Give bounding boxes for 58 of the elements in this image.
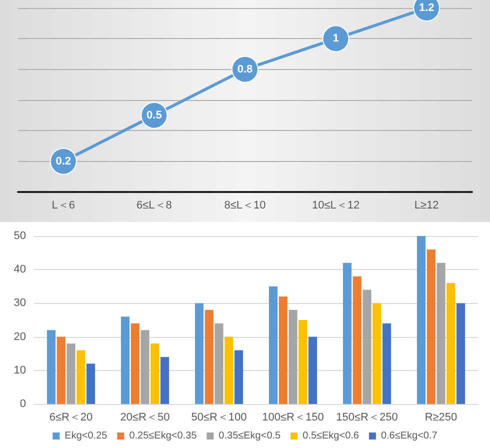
bar [194,303,204,404]
y-tick-label: 10 [14,364,26,376]
bar [382,323,392,404]
bar [298,320,308,404]
bar [204,310,214,404]
bar [342,262,352,404]
bar [76,350,86,404]
bar [150,344,160,404]
y-tick-label: 30 [14,297,26,310]
bar [288,310,298,404]
bar [234,350,244,404]
bar [224,336,234,404]
legend-label: 0.25≤Ekg<0.35 [129,430,198,442]
bar [130,323,140,404]
y-tick-label: 20 [14,330,26,343]
bar [416,236,426,404]
bar [308,336,318,404]
x-tick-label: 150≤R＜250 [336,412,398,424]
x-tick-label: L≥12 [414,200,439,212]
bar [446,283,456,404]
bar [66,344,76,404]
bar [362,290,372,404]
x-tick-label: R≥250 [424,412,458,424]
bar [46,330,56,404]
x-tick-label: 10≤L＜12 [312,200,360,212]
y-tick-label: 0 [20,398,26,410]
y-tick-label: 40 [14,264,26,276]
bar [56,336,66,404]
x-tick-label: 8≤L＜10 [224,200,266,212]
bar [372,303,382,404]
y-tick-label: 50 [14,230,26,242]
bar [120,316,130,404]
legend-label: Ekg<0.25 [64,430,108,442]
x-tick-label: 50≤R＜100 [191,412,247,424]
data-label: 1 [332,32,339,45]
bar [140,330,150,404]
x-tick-label: 6≤R＜20 [49,412,93,424]
bar [426,249,436,404]
legend-label: 0.6≤Ekg<0.7 [380,430,438,442]
bar [160,356,170,404]
point [322,25,350,52]
data-label: 1.2 [418,2,434,14]
x-tick-label: 20≤R＜50 [120,412,170,424]
data-label: 0.8 [237,63,253,76]
bar [456,303,466,404]
bar [436,262,446,404]
bar [268,286,278,404]
x-tick-label: 100≤R＜150 [262,412,324,424]
x-tick-label: L＜6 [52,200,76,212]
bar [214,323,224,404]
legend-label: 0.35≤Ekg<0.5 [218,430,282,442]
data-label: 0.5 [146,109,162,122]
bar [352,276,362,404]
x-tick-label: 6≤L＜8 [136,200,172,212]
bar [278,296,288,404]
data-label: 0.2 [56,155,72,168]
legend-label: 0.5≤Ekg<0.6 [302,430,360,442]
bar [86,364,96,404]
